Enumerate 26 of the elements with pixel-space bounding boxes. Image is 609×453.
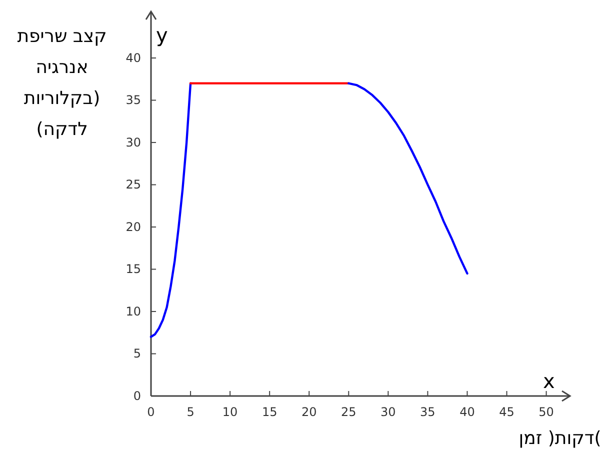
y-tick-label: 35 xyxy=(126,93,141,108)
annotation: x xyxy=(543,369,555,393)
x-tick-label: 0 xyxy=(147,405,155,419)
x-tick-label: 25 xyxy=(341,405,356,419)
x-axis-title: )דקות( זמן xyxy=(518,428,602,449)
y-tick-label: 10 xyxy=(126,304,141,318)
y-axis-title: קצב שריפת אנרגיה בקלוריות) (לדקה xyxy=(17,26,107,140)
x-tick-label: 20 xyxy=(301,405,317,419)
x-tick-label: 10 xyxy=(222,405,238,419)
y-tick-label: 30 xyxy=(126,135,141,150)
y-tick-label: 0 xyxy=(133,389,141,403)
line-series xyxy=(348,82,468,275)
x-tick-label: 40 xyxy=(460,405,475,419)
x-tick-label: 30 xyxy=(380,405,396,419)
x-tick-label: 5 xyxy=(186,405,194,419)
annotation: y xyxy=(156,23,168,47)
line-series xyxy=(150,82,192,338)
y-tick-label: 25 xyxy=(126,178,141,192)
y-tick-label: 5 xyxy=(133,346,141,361)
y-tick-label: 20 xyxy=(126,220,141,234)
x-tick-label: 45 xyxy=(499,405,514,419)
y-tick-label: 40 xyxy=(126,50,141,65)
y-tick-label: 15 xyxy=(126,262,141,276)
x-tick-label: 15 xyxy=(262,405,278,419)
x-tick-label: 35 xyxy=(420,405,436,419)
x-tick-label: 50 xyxy=(538,405,554,419)
